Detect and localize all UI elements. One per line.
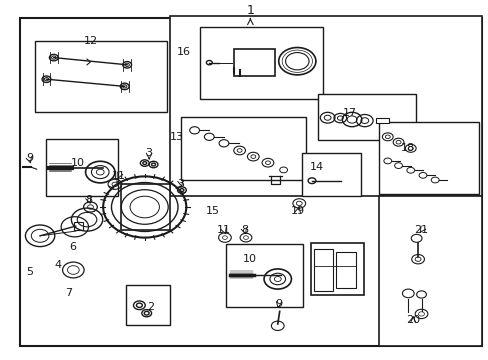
- Text: 8: 8: [241, 225, 247, 235]
- Bar: [375, 118, 388, 123]
- Text: 3: 3: [145, 148, 152, 158]
- Text: 10: 10: [71, 158, 85, 168]
- Bar: [74, 222, 83, 230]
- Bar: [200, 27, 322, 99]
- Text: 3: 3: [177, 179, 184, 189]
- Bar: [378, 196, 481, 346]
- Bar: [311, 243, 364, 295]
- Text: 6: 6: [69, 242, 76, 252]
- Text: 17: 17: [342, 108, 356, 118]
- Text: 11: 11: [112, 171, 125, 181]
- Bar: [121, 184, 170, 230]
- Bar: [170, 16, 481, 196]
- Bar: [126, 285, 170, 325]
- Text: 8: 8: [85, 195, 92, 205]
- Text: 9: 9: [275, 299, 282, 309]
- Text: 13: 13: [170, 132, 183, 142]
- Text: 14: 14: [309, 162, 323, 172]
- Text: 16: 16: [176, 47, 190, 57]
- Text: 2: 2: [147, 302, 154, 312]
- Text: 12: 12: [83, 36, 97, 46]
- Text: 18: 18: [401, 143, 414, 153]
- Bar: [336, 252, 355, 288]
- Text: 9: 9: [26, 153, 33, 163]
- Text: 4: 4: [54, 260, 61, 270]
- Text: 19: 19: [291, 206, 305, 216]
- Bar: [378, 122, 478, 194]
- Text: 20: 20: [406, 315, 419, 325]
- Bar: [35, 41, 167, 112]
- Bar: [302, 153, 360, 196]
- Bar: [181, 117, 305, 180]
- Text: 21: 21: [414, 225, 427, 235]
- Text: 5: 5: [26, 267, 33, 277]
- Bar: [314, 249, 332, 291]
- Text: 7: 7: [65, 288, 72, 298]
- Text: 1: 1: [246, 4, 254, 17]
- Text: 11: 11: [217, 225, 230, 235]
- Text: 15: 15: [205, 206, 219, 216]
- Bar: [317, 94, 415, 140]
- Text: 10: 10: [242, 254, 256, 264]
- Bar: [233, 49, 275, 76]
- Bar: [46, 139, 118, 196]
- Bar: [225, 244, 303, 307]
